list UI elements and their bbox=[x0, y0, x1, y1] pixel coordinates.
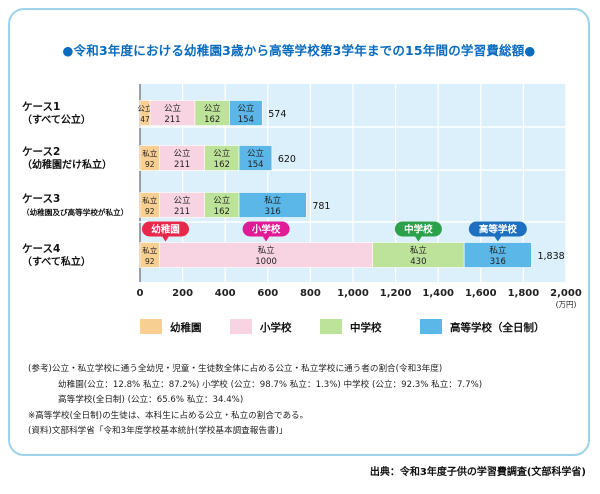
x-tick-label: 600 bbox=[257, 288, 278, 299]
x-tick-label: 1,400 bbox=[422, 288, 454, 299]
bar-segment bbox=[159, 242, 373, 268]
bar-segment bbox=[204, 192, 240, 218]
callout-label: 高等学校 bbox=[479, 224, 518, 236]
segment-value-label: 162 bbox=[204, 115, 220, 125]
case-label: ケース3 bbox=[22, 193, 60, 205]
segment-value-label: 316 bbox=[490, 257, 506, 267]
callout-label: 中学校 bbox=[404, 224, 433, 236]
x-tick-label: 1,800 bbox=[508, 288, 540, 299]
segment-type-label: 公立 bbox=[164, 103, 182, 114]
segment-type-label: 公立 bbox=[138, 103, 153, 113]
note-line: ※高等学校(全日制)の生徒は、本科生に占める公立・私立の割合である。 bbox=[28, 410, 309, 421]
segment-value-label: 47 bbox=[140, 115, 150, 124]
segment-type-label: 公立 bbox=[213, 195, 231, 206]
bar-segment bbox=[159, 145, 205, 171]
bar-segment bbox=[463, 242, 532, 268]
case-label: ケース4 bbox=[22, 243, 60, 255]
segment-value-label: 154 bbox=[238, 115, 254, 125]
x-tick-label: 0 bbox=[137, 288, 144, 299]
callout-pointer bbox=[262, 235, 271, 242]
total-label: 574 bbox=[268, 109, 286, 120]
total-label: 620 bbox=[278, 154, 296, 165]
source-credit: 出典：令和3年度子供の学習費調査(文部科学省) bbox=[369, 467, 586, 478]
callout-badge bbox=[468, 221, 527, 237]
callout-badge bbox=[394, 221, 442, 237]
segment-type-label: 公立 bbox=[174, 148, 192, 159]
callout-label: 幼稚園 bbox=[151, 224, 180, 236]
segment-value-label: 162 bbox=[214, 207, 230, 217]
x-tick-label: 1,000 bbox=[337, 288, 369, 299]
legend-label: 中学校 bbox=[350, 321, 382, 334]
segment-type-label: 公立 bbox=[213, 148, 231, 159]
segment-value-label: 211 bbox=[174, 207, 190, 217]
legend-swatch bbox=[230, 319, 252, 334]
callout-badge bbox=[142, 221, 189, 237]
note-line: (資料)文部科学省「令和3年度学校基本統計(学校基本調査報告書)」 bbox=[28, 426, 288, 436]
segment-type-label: 私立 bbox=[410, 245, 428, 256]
segment-type-label: 公立 bbox=[204, 103, 222, 114]
bar-segment bbox=[194, 100, 230, 126]
legend-label: 小学校 bbox=[259, 321, 292, 334]
segment-type-label: 私立 bbox=[142, 245, 157, 255]
segment-type-label: 私立 bbox=[142, 148, 157, 158]
note-line: 高等学校(全日制) (公立：65.6% 私立：34.4%) bbox=[58, 395, 244, 405]
segment-value-label: 154 bbox=[247, 160, 263, 170]
legend-swatch bbox=[140, 319, 162, 334]
stacked-bar-chart: 0 200 400 600 800 1,000 1,200 1,400 1,600 1,800 2,… bbox=[22, 84, 582, 334]
bar-segment bbox=[229, 100, 263, 126]
segment-value-label: 162 bbox=[214, 160, 230, 170]
bar-segment bbox=[372, 242, 465, 268]
legend-swatch bbox=[320, 319, 342, 334]
callout-pointer bbox=[414, 235, 423, 242]
notes-block: (参考)公立・私立学校に通う全幼児・児童・生徒数全体に占める公立・私立学校に通う… bbox=[28, 362, 588, 440]
callout-pointer bbox=[493, 235, 502, 242]
segment-value-label: 211 bbox=[174, 160, 190, 170]
segment-type-label: 公立 bbox=[237, 103, 255, 114]
segment-value-label: 92 bbox=[145, 160, 155, 169]
segment-value-label: 92 bbox=[145, 207, 155, 216]
case-sublabel: （すべて私立） bbox=[22, 255, 91, 268]
segment-value-label: 1000 bbox=[255, 257, 277, 267]
x-tick-label: 400 bbox=[215, 288, 236, 299]
case-sublabel: （幼稚園及び高等学校が私立） bbox=[22, 207, 128, 217]
segment-type-label: 私立 bbox=[264, 195, 282, 206]
x-unit-label: (万円) bbox=[556, 300, 577, 309]
x-tick-label: 800 bbox=[300, 288, 321, 299]
segment-value-label: 430 bbox=[410, 257, 426, 267]
segment-value-label: 211 bbox=[164, 115, 180, 125]
callout-pointer bbox=[161, 235, 170, 242]
case-sublabel: （すべて公立） bbox=[22, 113, 91, 126]
case-label: ケース2 bbox=[22, 146, 60, 158]
bar-segment bbox=[159, 192, 205, 218]
legend-swatch bbox=[420, 319, 442, 334]
bar-segment bbox=[238, 192, 307, 218]
legend-label: 高等学校（全日制） bbox=[450, 321, 545, 334]
segment-value-label: 92 bbox=[145, 257, 155, 266]
chart-title: ●令和3年度における幼稚園3歳から高等学校第3学年までの15年間の学習費総額● bbox=[62, 43, 536, 58]
bar-segment bbox=[204, 145, 240, 171]
callout-label: 小学校 bbox=[251, 224, 281, 236]
segment-type-label: 私立 bbox=[489, 245, 507, 256]
note-line: (参考)公立・私立学校に通う全幼児・児童・生徒数全体に占める公立・私立学校に通う… bbox=[28, 364, 443, 374]
case-sublabel: （幼稚園だけ私立） bbox=[22, 158, 112, 171]
segment-type-label: 公立 bbox=[247, 148, 265, 159]
total-label: 781 bbox=[312, 201, 330, 212]
total-label: 1,838 bbox=[537, 251, 564, 262]
segment-type-label: 公立 bbox=[174, 195, 192, 206]
segment-type-label: 私立 bbox=[258, 245, 276, 256]
bar-segment bbox=[149, 100, 196, 126]
x-tick-label: 1,200 bbox=[380, 288, 412, 299]
legend-label: 幼稚園 bbox=[170, 321, 202, 334]
note-line: 幼稚園(公立：12.8% 私立：87.2%) 小学校 (公立：98.7% 私立：… bbox=[58, 379, 483, 390]
callout-badge bbox=[242, 221, 290, 237]
x-tick-label: 1,600 bbox=[465, 288, 497, 299]
segment-value-label: 316 bbox=[265, 207, 281, 217]
x-tick-label: 2,000 bbox=[550, 288, 582, 299]
segment-type-label: 私立 bbox=[142, 195, 157, 205]
x-tick-label: 200 bbox=[172, 288, 193, 299]
bar-segment bbox=[238, 145, 273, 171]
case-label: ケース1 bbox=[22, 101, 60, 113]
